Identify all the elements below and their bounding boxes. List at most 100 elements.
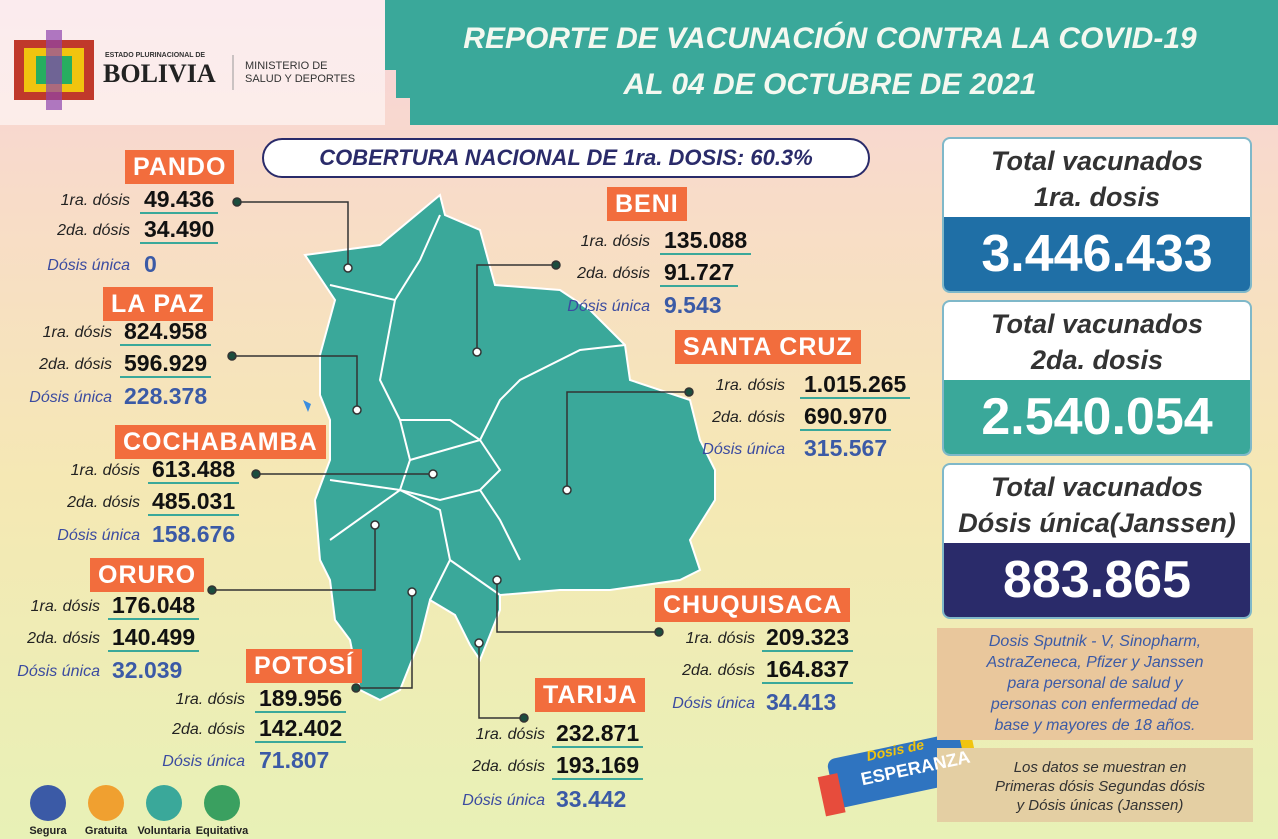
connector — [476, 264, 556, 352]
badge: Gratuita — [78, 785, 134, 837]
connector-dot — [551, 260, 561, 270]
note-box — [937, 748, 1253, 822]
total-box: Total vacunados 1ra. dosis 3.446.433 — [942, 137, 1252, 293]
connector — [478, 643, 524, 719]
connector-dot — [352, 405, 362, 415]
dose-value: 228.378 — [124, 383, 208, 409]
badge: Voluntaria — [136, 785, 192, 837]
dose-label: Dósis única — [702, 441, 785, 458]
dose-label: Dósis única — [17, 663, 100, 680]
badge-icon — [30, 785, 66, 821]
department-borders — [329, 214, 626, 601]
badge-label: Voluntaria — [137, 825, 191, 837]
note-line: Los datos se muestran en — [1013, 759, 1187, 776]
dose-label: 1ra. dósis — [70, 462, 140, 479]
connector-dot — [232, 197, 242, 207]
department-name: LA PAZ — [103, 287, 213, 321]
dose-label: 1ra. dósis — [580, 233, 650, 250]
connector — [237, 201, 349, 268]
dose-label: 1ra. dósis — [685, 630, 755, 647]
dose-value: 232.871 — [552, 720, 644, 748]
dose-label: 1ra. dósis — [475, 726, 545, 743]
connector-dot — [351, 683, 361, 693]
badge: Equitativa — [194, 785, 250, 837]
dose-value: 690.970 — [800, 403, 892, 431]
dose-value: 34.490 — [140, 216, 219, 244]
dose-value: 140.499 — [108, 624, 200, 652]
total-value: 3.446.433 — [944, 217, 1250, 291]
note-line: para personal de salud y — [1007, 675, 1183, 692]
total-label: Total vacunados 2da. dosis — [944, 302, 1250, 380]
dose-value: 176.048 — [108, 592, 200, 620]
dose-label: Dósis única — [162, 753, 245, 770]
dose-label: Dósis única — [57, 527, 140, 544]
dose-label: Dósis única — [462, 792, 545, 809]
subtitle: AL 04 DE OCTUBRE DE 2021 — [623, 68, 1037, 101]
connectors — [207, 197, 694, 723]
dose-value: 613.488 — [148, 456, 240, 484]
dose-label: Dósis única — [567, 298, 650, 315]
connector-dot — [370, 520, 380, 530]
badge-icon — [146, 785, 182, 821]
connector-dot — [519, 713, 529, 723]
dose-value: 315.567 — [804, 435, 888, 461]
total-label-line: 1ra. dosis — [1033, 182, 1161, 212]
badge: Segura — [20, 785, 76, 837]
connector-dot — [474, 638, 484, 648]
dose-label: 2da. dósis — [57, 222, 130, 239]
dose-value: 209.323 — [762, 624, 854, 652]
department-name: PANDO — [125, 150, 235, 184]
total-label: Total vacunados 1ra. dosis — [944, 139, 1250, 217]
total-label-line: Total vacunados — [990, 309, 1204, 339]
badge-label: Equitativa — [195, 825, 249, 837]
badge-label: Gratuita — [84, 825, 128, 837]
dose-value: 193.169 — [552, 752, 644, 780]
dose-value: 596.929 — [120, 350, 212, 378]
note-line: Dosis Sputnik - V, Sinopharm, — [988, 633, 1202, 650]
note-line: personas con enfermedad de — [990, 696, 1200, 713]
connector-dot — [472, 347, 482, 357]
connector-dot — [562, 485, 572, 495]
connector — [496, 580, 659, 633]
ministry-line: MINISTERIO DE — [245, 60, 328, 72]
dose-value: 824.958 — [120, 318, 212, 346]
department-name: POTOSÍ — [246, 649, 363, 683]
title: REPORTE DE VACUNACIÓN CONTRA LA COVID-19 — [463, 22, 1197, 55]
note-box — [937, 628, 1253, 740]
dose-value: 91.727 — [660, 259, 739, 287]
dose-value: 158.676 — [152, 521, 236, 547]
dose-value: 71.807 — [259, 747, 330, 773]
ministry-line: SALUD Y DEPORTES — [245, 73, 356, 85]
dose-value: 164.837 — [762, 656, 854, 684]
dose-label: Dósis única — [672, 695, 755, 712]
department-name: BENI — [607, 187, 687, 221]
dose-label: 2da. dósis — [577, 265, 650, 282]
dose-value: 0 — [144, 251, 157, 277]
total-label-line: 2da. dosis — [1030, 345, 1164, 375]
total-label-line: Total vacunados — [990, 146, 1204, 176]
dose-value: 34.413 — [766, 689, 837, 715]
note-line: base y mayores de 18 años. — [994, 717, 1196, 734]
total-label-line: Dósis única(Janssen) — [958, 508, 1236, 538]
coverage: COBERTURA NACIONAL DE 1ra. DOSIS: 60.3% — [262, 138, 870, 178]
dose-value: 32.039 — [112, 657, 183, 683]
dose-value: 142.402 — [255, 715, 347, 743]
dose-value: 9.543 — [664, 292, 722, 318]
logo-small: ESTADO PLURINACIONAL DE — [105, 52, 206, 59]
dose-label: 1ra. dósis — [60, 192, 130, 209]
coat-of-arms — [14, 30, 94, 110]
department-name: COCHABAMBA — [115, 425, 326, 459]
dose-label: 1ra. dósis — [715, 377, 785, 394]
dose-value: 485.031 — [148, 488, 240, 516]
note-line: AstraZeneca, Pfizer y Janssen — [986, 654, 1204, 671]
connector — [212, 525, 376, 591]
dose-label: 2da. dósis — [27, 630, 100, 647]
department-name: ORURO — [90, 558, 205, 592]
dose-value: 189.956 — [255, 685, 347, 713]
total-value: 2.540.054 — [944, 380, 1250, 454]
connector-dot — [654, 627, 664, 637]
dose-label: Dósis única — [29, 389, 112, 406]
dose-value: 49.436 — [140, 186, 219, 214]
connector-dot — [492, 575, 502, 585]
